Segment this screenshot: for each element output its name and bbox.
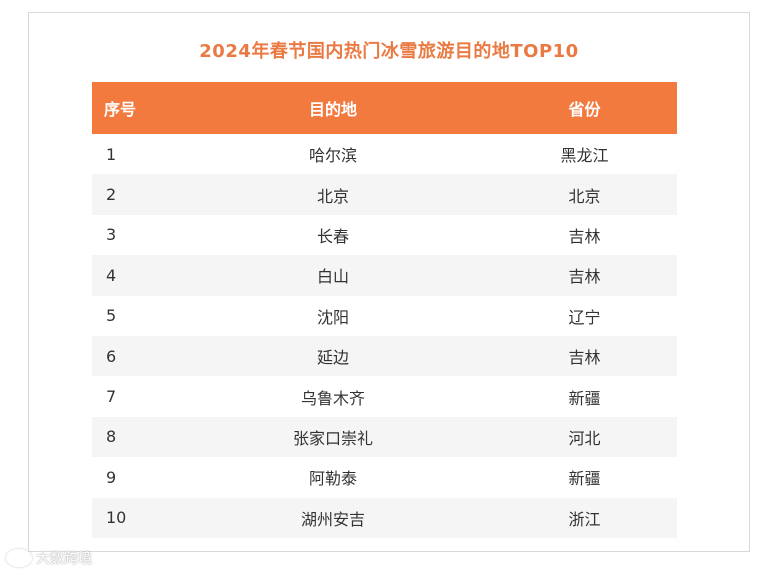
cell-destination: 延边 bbox=[184, 335, 482, 377]
table-row: 4 白山 吉林 bbox=[92, 255, 677, 296]
cell-province: 吉林 bbox=[482, 255, 677, 296]
cell-province: 北京 bbox=[482, 174, 677, 215]
table-row: 2 北京 北京 bbox=[92, 174, 677, 215]
cell-destination: 哈尔滨 bbox=[308, 146, 357, 166]
table-card: 2024年春节国内热门冰雪旅游目的地TOP10 序号 目的地 省份 1 哈尔滨 … bbox=[28, 12, 750, 552]
cell-province: 新疆 bbox=[568, 469, 601, 489]
cell-rank: 6 bbox=[92, 335, 184, 377]
table-row: 6 延边 吉林 bbox=[92, 335, 677, 377]
table-row: 5 沈阳 辽宁 bbox=[92, 296, 677, 336]
cell-province: 吉林 bbox=[568, 226, 601, 246]
destinations-table: 序号 目的地 省份 1 哈尔滨 黑龙江 2 北京 北京 3 长春 吉林 4 bbox=[92, 82, 677, 538]
table-header-row: 序号 目的地 省份 bbox=[92, 82, 677, 134]
cell-rank: 5 bbox=[106, 306, 117, 326]
cell-destination: 乌鲁木齐 bbox=[300, 388, 365, 408]
cell-province: 吉林 bbox=[482, 335, 677, 377]
cell-destination: 湖州安吉 bbox=[184, 497, 482, 538]
header-rank: 序号 bbox=[92, 82, 184, 134]
header-province: 省份 bbox=[482, 82, 677, 134]
cell-destination: 张家口崇礼 bbox=[184, 416, 482, 458]
cell-rank: 8 bbox=[92, 416, 184, 458]
cell-destination: 沈阳 bbox=[316, 307, 349, 327]
table-title: 2024年春节国内热门冰雪旅游目的地TOP10 bbox=[199, 41, 579, 62]
cell-province: 黑龙江 bbox=[560, 146, 609, 166]
table-row: 8 张家口崇礼 河北 bbox=[92, 416, 677, 458]
cell-province: 浙江 bbox=[482, 497, 677, 538]
cell-province: 新疆 bbox=[568, 388, 601, 408]
cell-rank: 2 bbox=[92, 174, 184, 215]
cell-destination: 长春 bbox=[316, 226, 349, 246]
header-destination: 目的地 bbox=[184, 82, 482, 134]
cell-province: 辽宁 bbox=[568, 307, 601, 327]
cell-rank: 3 bbox=[106, 225, 117, 245]
cell-province: 河北 bbox=[482, 416, 677, 458]
cell-rank: 10 bbox=[92, 497, 184, 538]
table-row: 1 哈尔滨 黑龙江 bbox=[92, 134, 677, 174]
table-row: 10 湖州安吉 浙江 bbox=[92, 497, 677, 538]
cell-rank: 1 bbox=[106, 144, 117, 164]
cell-rank: 7 bbox=[106, 387, 117, 407]
cell-destination: 阿勒泰 bbox=[308, 469, 357, 489]
cell-rank: 4 bbox=[92, 255, 184, 296]
watermark-logo-icon bbox=[6, 549, 32, 567]
table-row: 7 乌鲁木齐 新疆 bbox=[92, 376, 677, 416]
table-row: 9 阿勒泰 新疆 bbox=[92, 457, 677, 497]
cell-destination: 北京 bbox=[184, 174, 482, 215]
watermark: 大数跨境 bbox=[6, 548, 92, 568]
cell-rank: 9 bbox=[106, 467, 117, 487]
cell-destination: 白山 bbox=[184, 255, 482, 296]
watermark-text: 大数跨境 bbox=[36, 551, 92, 567]
table-row: 3 长春 吉林 bbox=[92, 215, 677, 255]
